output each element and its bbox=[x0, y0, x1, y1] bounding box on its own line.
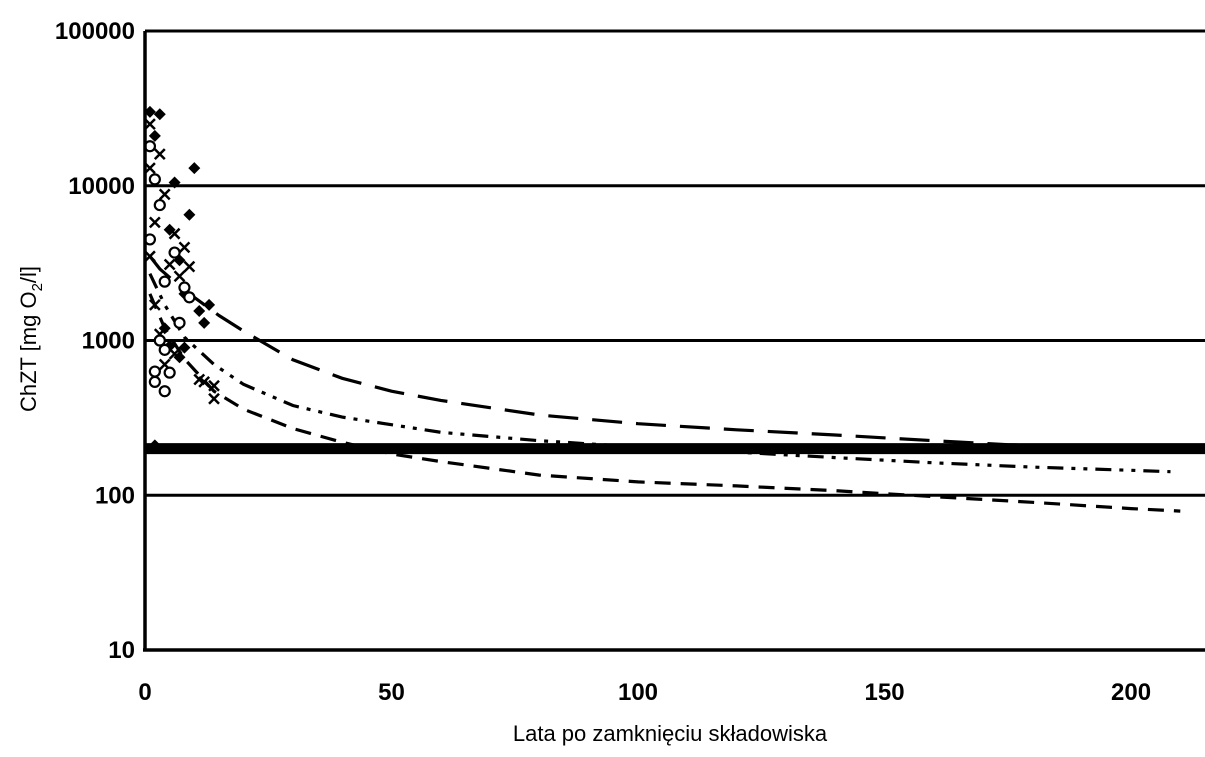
scatter-markers bbox=[143, 105, 220, 452]
marker-cross-9 bbox=[148, 298, 161, 311]
marker-diamond-4 bbox=[188, 162, 201, 175]
gridlines bbox=[145, 29, 1205, 497]
marker-circle-9 bbox=[163, 366, 176, 379]
y-tick-label-100000: 100000 bbox=[55, 18, 135, 45]
marker-circle-5 bbox=[178, 281, 191, 294]
marker-cross-14 bbox=[208, 379, 220, 392]
tick-labels: 10 100 1000 10000 100000 0 50 100 150 200 bbox=[55, 18, 1151, 706]
series-line-short-dash bbox=[148, 293, 1181, 513]
marker-diamond-10 bbox=[193, 305, 206, 318]
marker-cross-12 bbox=[168, 347, 181, 360]
marker-cross-3 bbox=[168, 227, 181, 240]
x-tick-label-150: 150 bbox=[865, 679, 905, 706]
x-tick-label-100: 100 bbox=[618, 679, 658, 706]
x-axis-label: Lata po zamknięciu składowiska bbox=[513, 721, 828, 746]
marker-cross-2 bbox=[158, 188, 171, 201]
y-tick-label-1000: 1000 bbox=[82, 328, 135, 355]
series-line-dash-dot-dot bbox=[148, 273, 1171, 474]
x-tick-label-0: 0 bbox=[138, 679, 151, 706]
marker-circle-6 bbox=[183, 291, 196, 304]
marker-cross-15 bbox=[208, 392, 220, 405]
y-axis-label: ChZT [mg O2/l] bbox=[16, 266, 46, 412]
axes bbox=[143, 31, 1205, 652]
x-tick-label-50: 50 bbox=[378, 679, 405, 706]
marker-cross-16 bbox=[198, 376, 211, 388]
marker-cross-10 bbox=[183, 260, 196, 273]
marker-circle-7 bbox=[153, 334, 166, 347]
series-lines bbox=[148, 255, 1205, 513]
x-tick-label-200: 200 bbox=[1111, 679, 1151, 706]
marker-diamond-3 bbox=[183, 208, 196, 221]
marker-diamond-14 bbox=[148, 439, 161, 452]
marker-circle-12 bbox=[158, 385, 171, 398]
marker-cross-1 bbox=[153, 148, 166, 161]
marker-circle-13 bbox=[173, 316, 186, 329]
marker-cross-4 bbox=[148, 216, 161, 229]
y-tick-label-100: 100 bbox=[95, 482, 135, 509]
marker-cross-5 bbox=[178, 241, 191, 254]
marker-circle-2 bbox=[153, 198, 166, 212]
marker-diamond-9 bbox=[198, 316, 211, 329]
marker-circle-11 bbox=[148, 375, 161, 389]
marker-circle-10 bbox=[148, 365, 161, 378]
marker-diamond-12 bbox=[178, 341, 191, 354]
marker-circle-1 bbox=[148, 173, 161, 186]
marker-diamond-2 bbox=[168, 176, 181, 189]
series-line-long-dash bbox=[148, 255, 1205, 451]
marker-circle-8 bbox=[158, 343, 171, 356]
marker-diamond-5 bbox=[148, 129, 161, 142]
marker-circle-3 bbox=[158, 275, 171, 288]
marker-diamond-1 bbox=[153, 108, 166, 121]
y-tick-label-10000: 10000 bbox=[68, 173, 135, 200]
marker-cross-8 bbox=[173, 270, 186, 283]
marker-diamond-13 bbox=[203, 298, 216, 311]
marker-diamond-0 bbox=[143, 105, 156, 118]
marker-cross-7 bbox=[163, 258, 176, 271]
marker-circle-4 bbox=[168, 246, 181, 259]
y-tick-label-10: 10 bbox=[108, 637, 135, 664]
